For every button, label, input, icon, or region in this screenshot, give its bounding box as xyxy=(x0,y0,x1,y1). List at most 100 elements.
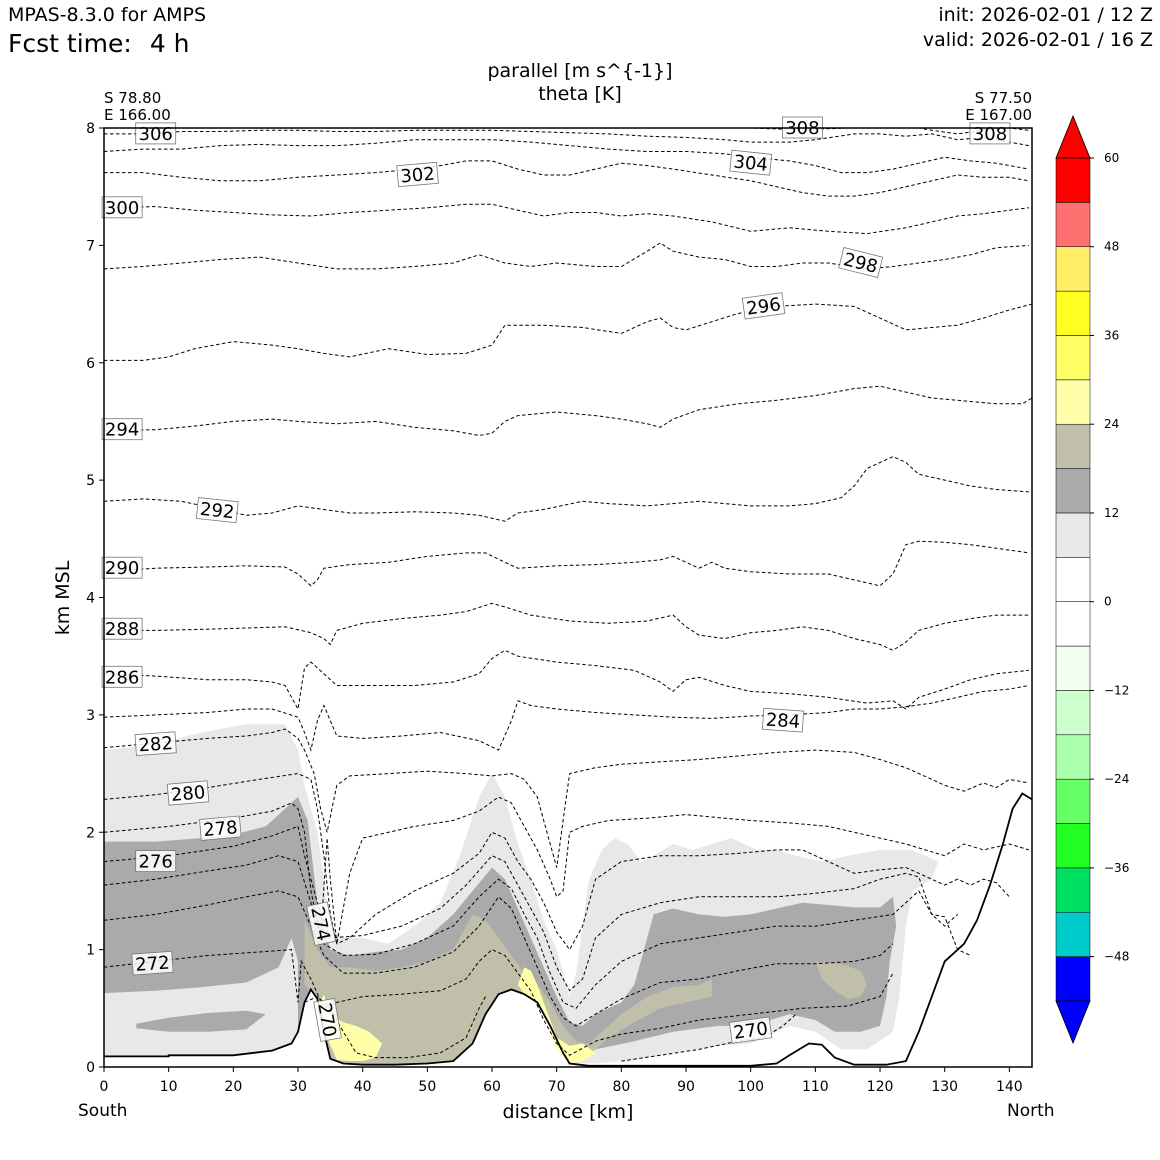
x-tick-label-20: 20 xyxy=(224,1079,242,1095)
x-tick-label-140: 140 xyxy=(996,1079,1023,1095)
colorbar-bin--42--36 xyxy=(1055,867,1091,913)
wind-fill-region-6 xyxy=(517,967,596,1064)
contour-label-text: 286 xyxy=(105,667,139,688)
contour-label-274-18: 274 xyxy=(306,901,336,946)
contour-label-box xyxy=(166,780,210,806)
chart-title: parallel [m s^{-1}] xyxy=(487,60,673,82)
x-tick-label-10: 10 xyxy=(160,1079,178,1095)
contour-label-text: 278 xyxy=(202,817,238,841)
colorbar-tick-label--24: −24 xyxy=(1104,772,1129,786)
forecast-time-value: 4 h xyxy=(149,29,190,58)
theta-contour-274-3 xyxy=(104,890,894,1027)
contour-label-text: 290 xyxy=(105,558,139,579)
contour-label-box xyxy=(134,731,177,756)
contour-label-288-11: 288 xyxy=(101,617,143,640)
contour-label-284-13: 284 xyxy=(761,707,805,733)
y-tick-label-5: 5 xyxy=(86,473,95,489)
contour-label-text: 288 xyxy=(105,619,139,640)
contour-label-box xyxy=(728,1016,773,1044)
contour-label-272-19: 272 xyxy=(131,950,174,976)
contour-label-text: 298 xyxy=(841,249,879,278)
colorbar-tick-label-0: 0 xyxy=(1104,595,1112,609)
contour-label-text: 304 xyxy=(732,151,768,175)
x-tick-label-110: 110 xyxy=(802,1079,829,1095)
theta-contour-298-16 xyxy=(104,242,1029,270)
colorbar-bin--6-0 xyxy=(1055,601,1091,647)
contour-label-308-3: 308 xyxy=(969,122,1011,145)
contour-label-box xyxy=(729,149,773,176)
colorbar-bin-18-24 xyxy=(1055,423,1091,469)
left-endpoint-lat: S 78.80 xyxy=(104,89,162,107)
contour-label-text: 302 xyxy=(400,164,436,188)
contour-label-text: 300 xyxy=(105,198,139,219)
theta-contour-286-10 xyxy=(104,649,1029,711)
y-axis-label: km MSL xyxy=(52,560,74,635)
theta-contour-288-11 xyxy=(104,602,1029,651)
x-tick-label-80: 80 xyxy=(612,1079,630,1095)
chart-subtitle: theta [K] xyxy=(538,83,622,105)
contour-label-box xyxy=(101,665,143,688)
contour-label-294-8: 294 xyxy=(101,418,143,441)
theta-contour-280-6 xyxy=(104,802,1010,951)
contour-label-300-5: 300 xyxy=(101,196,143,219)
north-direction-label: North xyxy=(1007,1101,1055,1121)
contour-label-276-17: 276 xyxy=(135,850,177,873)
y-tick-label-0: 0 xyxy=(86,1060,95,1076)
y-tick-label-2: 2 xyxy=(86,825,95,841)
contour-label-box xyxy=(761,707,805,733)
y-tick-label-6: 6 xyxy=(86,356,95,372)
theta-contour-282-7 xyxy=(104,773,1029,944)
contour-label-292-9: 292 xyxy=(195,497,239,523)
wind-fill-region-2 xyxy=(136,1010,266,1032)
x-tick-label-40: 40 xyxy=(354,1079,372,1095)
forecast-time: Fcst time: 4 h xyxy=(8,29,190,58)
colorbar-bin-54-60 xyxy=(1055,157,1091,203)
y-axis: 0 1 2 3 4 5 6 7 8 xyxy=(86,121,104,1076)
y-tick-label-3: 3 xyxy=(86,708,95,724)
colorbar-bin-24-30 xyxy=(1055,379,1091,425)
contour-label-304-2: 304 xyxy=(729,149,773,176)
contour-label-282-14: 282 xyxy=(134,731,177,756)
contour-label-286-12: 286 xyxy=(101,665,143,688)
contour-label-280-15: 280 xyxy=(166,780,210,806)
colorbar-bin--54--48 xyxy=(1055,956,1091,1002)
contour-label-text: 284 xyxy=(765,710,801,733)
x-tick-label-0: 0 xyxy=(100,1079,109,1095)
contour-label-box xyxy=(396,161,439,188)
colorbar-tick-label-12: 12 xyxy=(1104,506,1119,520)
colorbar-tick-label-48: 48 xyxy=(1104,240,1119,254)
x-tick-label-130: 130 xyxy=(931,1079,958,1095)
contour-label-290-10: 290 xyxy=(101,556,143,579)
y-tick-label-1: 1 xyxy=(86,943,95,959)
theta-contour-292-13 xyxy=(104,456,1029,522)
theta-contour-272-2 xyxy=(104,949,894,1056)
contour-label-298-6: 298 xyxy=(838,247,884,279)
x-tick-label-70: 70 xyxy=(548,1079,566,1095)
colorbar-bin-12-18 xyxy=(1055,468,1091,514)
theta-contour-282-8 xyxy=(104,728,1029,868)
contour-label-box xyxy=(838,247,884,279)
x-axis-label: distance [km] xyxy=(503,1101,634,1123)
contour-label-text: 296 xyxy=(745,294,782,320)
left-endpoint-lon: E 166.00 xyxy=(104,106,171,124)
colorbar-over-arrow xyxy=(1055,114,1091,159)
wind-fill-region-3 xyxy=(304,914,712,1065)
x-tick-label-100: 100 xyxy=(737,1079,764,1095)
contour-label-text: 280 xyxy=(170,782,206,806)
valid-time: valid: 2026-02-01 / 16 Z xyxy=(922,29,1153,51)
colorbar-bin-30-36 xyxy=(1055,335,1091,381)
colorbar-bin-42-48 xyxy=(1055,246,1091,292)
contour-label-layer: 306 3083043083023002982962942922902882862… xyxy=(101,116,1011,1044)
theta-contour-296-15 xyxy=(104,303,1032,361)
theta-contour-302-18 xyxy=(104,160,1029,197)
contour-label-box xyxy=(131,950,174,976)
contour-label-270-21: 270 xyxy=(728,1016,773,1044)
contour-label-text: 270 xyxy=(313,1001,340,1038)
theta-contour-300-17 xyxy=(104,203,1029,235)
colorbar-bin--48--42 xyxy=(1055,912,1091,957)
contour-label-text: 292 xyxy=(199,499,235,523)
colorbar: 60 48 36 24 12 0 −12 −24 −36 −48 xyxy=(1055,114,1129,1045)
contour-label-270-20: 270 xyxy=(313,997,342,1042)
x-tick-label-50: 50 xyxy=(418,1079,436,1095)
